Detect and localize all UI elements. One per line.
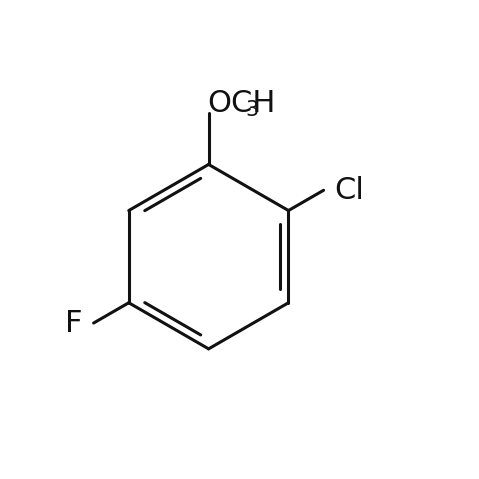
- Text: Cl: Cl: [335, 176, 365, 205]
- Text: OCH: OCH: [207, 89, 275, 118]
- Text: F: F: [65, 308, 82, 338]
- Text: 3: 3: [245, 100, 259, 120]
